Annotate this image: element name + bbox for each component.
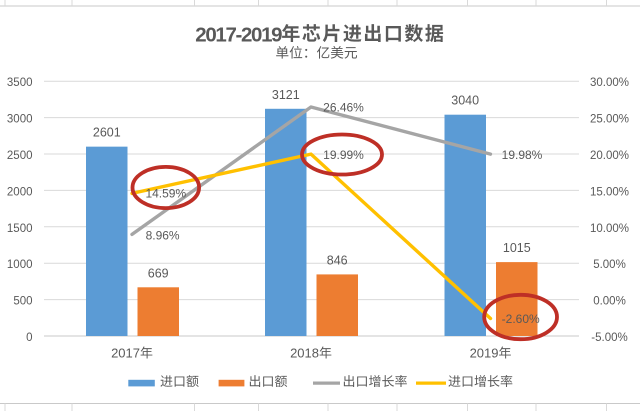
svg-text:15.00%: 15.00% bbox=[590, 186, 629, 198]
svg-text:1500: 1500 bbox=[7, 223, 33, 235]
svg-text:669: 669 bbox=[148, 266, 169, 280]
svg-text:2018: 2018 bbox=[290, 346, 319, 361]
svg-text:2500: 2500 bbox=[7, 150, 33, 162]
svg-text:30.00%: 30.00% bbox=[590, 77, 629, 89]
svg-text:0: 0 bbox=[26, 332, 32, 344]
svg-text:3040: 3040 bbox=[451, 94, 479, 108]
svg-text:2601: 2601 bbox=[93, 126, 121, 140]
svg-text:-2.60%: -2.60% bbox=[502, 312, 540, 326]
svg-text:19.99%: 19.99% bbox=[323, 148, 364, 162]
svg-text:3121: 3121 bbox=[272, 88, 300, 102]
svg-text:26.46%: 26.46% bbox=[323, 100, 364, 114]
svg-text:1000: 1000 bbox=[7, 259, 33, 271]
svg-text:5.00%: 5.00% bbox=[593, 259, 626, 271]
svg-text:3000: 3000 bbox=[7, 114, 33, 126]
svg-text:500: 500 bbox=[13, 296, 32, 308]
svg-text:2000: 2000 bbox=[7, 186, 33, 198]
svg-text:2017-2019: 2017-2019 bbox=[195, 23, 282, 46]
svg-text:14.59%: 14.59% bbox=[145, 186, 186, 200]
svg-text:0.00%: 0.00% bbox=[593, 296, 626, 308]
svg-text:2017: 2017 bbox=[111, 346, 140, 361]
svg-text:846: 846 bbox=[327, 254, 348, 268]
svg-text:1015: 1015 bbox=[503, 241, 531, 255]
svg-text:10.00%: 10.00% bbox=[590, 223, 629, 235]
svg-text:3500: 3500 bbox=[7, 77, 33, 89]
svg-text:20.00%: 20.00% bbox=[590, 150, 629, 162]
svg-text:8.96%: 8.96% bbox=[146, 228, 180, 242]
svg-text:19.98%: 19.98% bbox=[502, 148, 543, 162]
svg-text:-5.00%: -5.00% bbox=[591, 332, 627, 344]
svg-text:25.00%: 25.00% bbox=[590, 114, 629, 126]
svg-text:2019: 2019 bbox=[470, 346, 499, 361]
